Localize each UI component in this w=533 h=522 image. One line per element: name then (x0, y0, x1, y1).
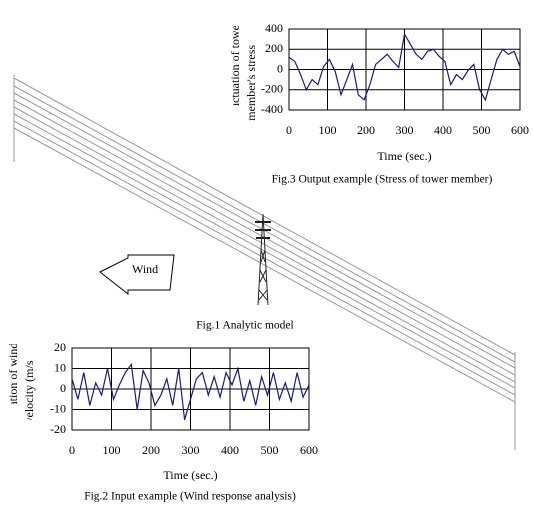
y-tick-label: -200 (261, 82, 283, 96)
x-tick-label: 100 (103, 443, 121, 457)
x-axis-label: Time (sec.) (377, 149, 431, 163)
x-tick-label: 400 (434, 123, 452, 137)
x-tick-label: 0 (69, 443, 75, 457)
wind-arrow (99, 254, 175, 296)
x-tick-label: 500 (473, 123, 491, 137)
figure-caption: Fig.2 Input example (Wind response analy… (84, 491, 296, 503)
tower (255, 213, 271, 306)
y-tick-label: 10 (54, 360, 66, 374)
y-tick-label: -20 (50, 422, 66, 436)
y-tick-label: 0 (277, 61, 283, 75)
x-tick-label: 300 (182, 443, 200, 457)
x-tick-label: 200 (142, 443, 160, 457)
y-axis-label: Fluctuation of tower (228, 21, 242, 119)
x-tick-label: 0 (286, 123, 292, 137)
fig1-caption: Fig.1 Analytic model (196, 320, 293, 332)
x-tick-label: 400 (221, 443, 239, 457)
y-tick-label: 20 (54, 340, 66, 354)
x-tick-label: 300 (396, 123, 414, 137)
figure-caption: Fig.3 Output example (Stress of tower me… (272, 174, 493, 186)
x-axis-label: Time (sec.) (163, 468, 217, 482)
y-axis-label: Fluctuation of wind (6, 343, 20, 438)
x-tick-label: 100 (319, 123, 337, 137)
data-line (71, 362, 310, 420)
wind-label: Wind (132, 262, 158, 276)
y-axis-label: member's stress (kN) (244, 19, 258, 120)
y-tick-label: -400 (261, 102, 283, 116)
y-tick-label: 400 (265, 21, 283, 35)
y-tick-label: 200 (265, 41, 283, 55)
y-axis-label: velocity (m/s) (22, 357, 36, 424)
x-tick-label: 200 (357, 123, 375, 137)
x-tick-label: 500 (261, 443, 279, 457)
y-tick-label: 0 (60, 381, 66, 395)
data-line (288, 32, 521, 102)
y-tick-label: -10 (50, 401, 66, 415)
x-tick-label: 600 (300, 443, 318, 457)
x-tick-label: 600 (511, 123, 529, 137)
